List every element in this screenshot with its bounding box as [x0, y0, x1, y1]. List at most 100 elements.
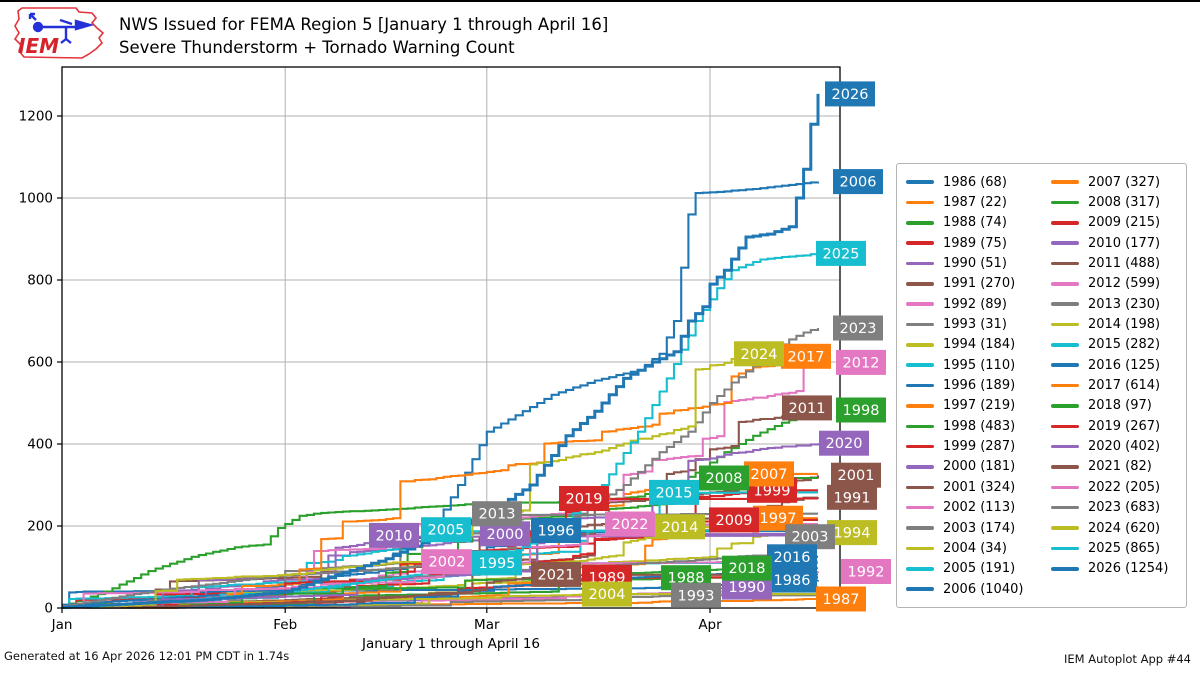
legend-swatch-2002: [906, 505, 934, 510]
legend-label-2000: 2000 (181): [943, 459, 1016, 475]
legend-swatch-2015: [1050, 343, 1079, 347]
legend-item-2020: 2020 (402): [1050, 436, 1182, 456]
legend-swatch-2021: [1050, 465, 1079, 469]
legend-item-2022: 2022 (205): [1050, 477, 1182, 497]
year-label-box-2004: [582, 581, 632, 607]
legend-item-2009: 2009 (215): [1050, 213, 1182, 233]
year-label-text-2014: 2014: [662, 520, 699, 536]
year-label-text-2006: 2006: [840, 175, 877, 191]
legend-column-1: 1986 (68) 1987 (22) 1988 (74) 1989 (75) 1990…: [906, 172, 1051, 599]
legend-label-2013: 2013 (230): [1087, 296, 1161, 312]
legend-swatch-2025: [1050, 546, 1079, 551]
legend-label-2020: 2020 (402): [1087, 439, 1161, 455]
year-label-text-1988: 1988: [668, 571, 705, 587]
legend-swatch-2018: [1050, 404, 1079, 408]
year-label-1991: 1991: [827, 484, 877, 510]
year-label-text-1999: 1999: [754, 483, 791, 499]
legend-label-2001: 2001 (324): [943, 479, 1016, 495]
year-label-box-2002: [422, 549, 472, 575]
year-label-box-1991: [827, 484, 877, 510]
year-label-text-2023: 2023: [840, 321, 877, 337]
year-label-1996: 1996: [531, 518, 581, 543]
x-tick-label-Feb: Feb: [273, 617, 297, 633]
legend-swatch-2019: [1050, 424, 1079, 429]
year-label-box-2024: [734, 341, 784, 367]
year-label-text-2011: 2011: [789, 401, 826, 417]
legend-label-2010: 2010 (177): [1087, 235, 1161, 251]
legend-label-1987: 1987 (22): [943, 195, 1007, 211]
year-label-1995: 1995: [472, 550, 522, 576]
year-label-2016: 2016: [767, 544, 817, 570]
legend-swatch-2008: [1050, 200, 1079, 205]
year-label-box-2011: [782, 395, 832, 421]
legend-item-1992: 1992 (89): [906, 294, 1051, 314]
year-label-1987: 1987: [816, 586, 866, 612]
year-label-box-2005: [421, 517, 471, 543]
series-line-2021: [62, 573, 818, 610]
legend-swatch-2022: [1050, 485, 1079, 490]
year-label-2024: 2024: [734, 341, 784, 367]
legend-item-2001: 2001 (324): [906, 477, 1051, 497]
legend-item-2023: 2023 (683): [1050, 498, 1182, 518]
legend-label-2007: 2007 (327): [1087, 174, 1161, 190]
legend-swatch-2005: [906, 566, 934, 571]
legend-label-2025: 2025 (865): [1087, 540, 1161, 556]
legend-label-2018: 2018 (97): [1087, 398, 1152, 414]
year-label-text-2002: 2002: [429, 555, 466, 571]
year-label-2010: 2010: [369, 522, 419, 548]
year-label-text-2020: 2020: [826, 436, 863, 452]
legend-label-2014: 2014 (198): [1087, 317, 1161, 333]
legend-label-2026: 2026 (1254): [1087, 561, 1169, 577]
legend-swatch-2000: [906, 465, 934, 469]
legend-label-1995: 1995 (110): [943, 357, 1016, 373]
legend-label-1990: 1990 (51): [943, 256, 1007, 272]
iowa-outline-shape: [13, 7, 105, 59]
year-label-box-2015: [649, 479, 699, 505]
year-label-box-1992: [841, 559, 891, 584]
year-label-text-2022: 2022: [612, 517, 649, 533]
year-label-text-2000: 2000: [487, 527, 524, 543]
chart-subtitle: Severe Thunderstorm + Tornado Warning Co…: [119, 38, 515, 57]
year-label-2011: 2011: [782, 395, 832, 421]
year-label-box-2021: [531, 561, 581, 587]
legend-item-2004: 2004 (34): [906, 538, 1051, 558]
legend-item-1989: 1989 (75): [906, 233, 1051, 253]
year-label-2022: 2022: [605, 511, 655, 537]
legend-item-2007: 2007 (327): [1050, 172, 1182, 192]
year-label-text-1994: 1994: [834, 526, 871, 542]
year-label-box-2025: [816, 240, 866, 266]
year-label-2005: 2005: [421, 517, 471, 543]
legend-item-2014: 2014 (198): [1050, 314, 1182, 334]
year-label-1993: 1993: [671, 582, 721, 608]
year-label-box-2023: [833, 315, 883, 341]
legend-label-2003: 2003 (174): [943, 520, 1016, 536]
legend-swatch-1993: [906, 322, 934, 327]
chart-title-block: NWS Issued for FEMA Region 5 [January 1 …: [119, 13, 608, 59]
year-label-box-2013: [472, 501, 522, 527]
year-label-2023: 2023: [833, 315, 883, 341]
x-tick-label-Jan: Jan: [51, 617, 73, 633]
year-label-box-2019: [559, 486, 609, 511]
legend-label-2022: 2022 (205): [1087, 479, 1161, 495]
legend-item-2021: 2021 (82): [1050, 457, 1182, 477]
legend-item-2011: 2011 (488): [1050, 253, 1182, 273]
legend-item-1994: 1994 (184): [906, 335, 1051, 355]
legend-item-1998: 1998 (483): [906, 416, 1051, 436]
legend-swatch-2013: [1050, 302, 1079, 307]
year-label-text-2012: 2012: [843, 355, 880, 371]
year-label-box-2020: [819, 430, 869, 456]
year-label-text-2016: 2016: [774, 550, 811, 566]
year-label-text-2026: 2026: [832, 87, 869, 103]
year-label-box-2006: [833, 169, 883, 195]
top-border-line: [0, 0, 1200, 2]
legend-item-1986: 1986 (68): [906, 172, 1051, 192]
year-label-2004: 2004: [582, 581, 632, 607]
legend-swatch-2006: [906, 587, 934, 591]
legend-column-2: 2007 (327) 2008 (317) 2009 (215) 2010 (177)…: [1050, 172, 1182, 579]
year-label-text-2018: 2018: [729, 561, 766, 577]
legend-label-1988: 1988 (74): [943, 215, 1007, 231]
y-tick-label-1200: 1200: [19, 109, 53, 125]
legend-label-2016: 2016 (125): [1087, 357, 1161, 373]
legend-swatch-1999: [906, 444, 934, 449]
legend-swatch-1991: [906, 282, 934, 286]
